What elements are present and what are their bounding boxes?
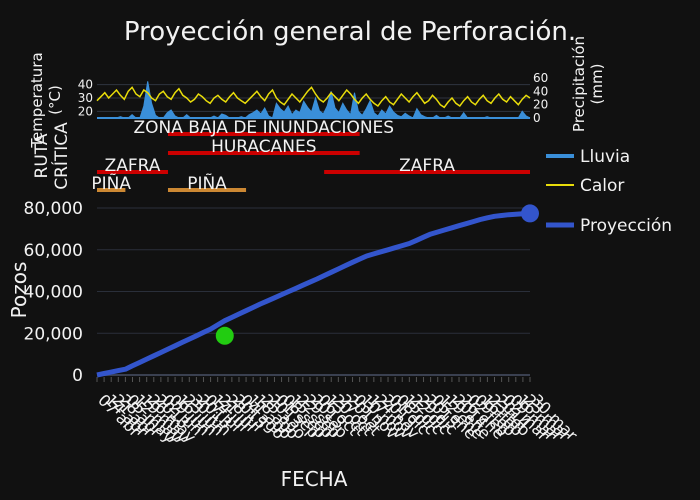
marker-fin	[521, 204, 539, 223]
legend: Lluvia Calor Proyección	[546, 147, 672, 236]
route-bar-label: ZAFRA	[105, 156, 161, 176]
rain-tick-label: 60	[533, 71, 548, 85]
rain-tick-label: 0	[533, 111, 541, 125]
y-tick-label: 80,000	[24, 199, 83, 219]
temperature-tick-label: 30	[78, 91, 93, 105]
route-bar-label: ZAFRA	[399, 156, 455, 176]
temperature-tick-label: 20	[78, 104, 93, 118]
y-tick-label: 0	[72, 366, 83, 386]
route-bar-label: HURACANES	[211, 137, 316, 157]
temperature-axis-label: Temperatura(°C)	[28, 52, 64, 148]
weather-panel: Temperatura(°C) Precipitación(mm) 203040…	[28, 36, 606, 149]
y-tick-label: 20,000	[24, 324, 83, 344]
temperature-tick-label: 40	[78, 78, 93, 92]
legend-label: Proyección	[580, 216, 672, 236]
y-tick-label: 40,000	[24, 283, 83, 303]
legend-label: Lluvia	[580, 147, 630, 167]
x-axis-label: FECHA	[281, 467, 348, 491]
main-plot: Pozos FECHA 020,00040,00060,00080,00007 …	[7, 199, 582, 491]
temperature-series	[96, 86, 531, 109]
chart-title: Proyección general de Perforación.	[124, 17, 576, 47]
route-bar-label: PIÑA	[187, 172, 227, 194]
legend-label: Calor	[580, 176, 624, 196]
projection-series	[96, 210, 531, 378]
critical-route-panel: RUTACRÍTICA ZONA BAJA DE INUNDACIONESHUR…	[32, 118, 530, 194]
y-axis-label: Pozos	[7, 262, 31, 319]
route-bar-label: PIÑA	[91, 172, 131, 194]
rain-series	[97, 81, 531, 119]
route-bar-label: ZONA BAJA DE INUNDACIONES	[134, 118, 395, 138]
critical-route-axis-label: RUTACRÍTICA	[32, 122, 72, 190]
rain-tick-label: 20	[533, 98, 548, 112]
marker-inicio	[215, 326, 234, 345]
rain-axis-label: Precipitación(mm)	[570, 36, 606, 132]
rain-tick-label: 40	[533, 84, 548, 98]
y-tick-label: 60,000	[24, 241, 83, 261]
